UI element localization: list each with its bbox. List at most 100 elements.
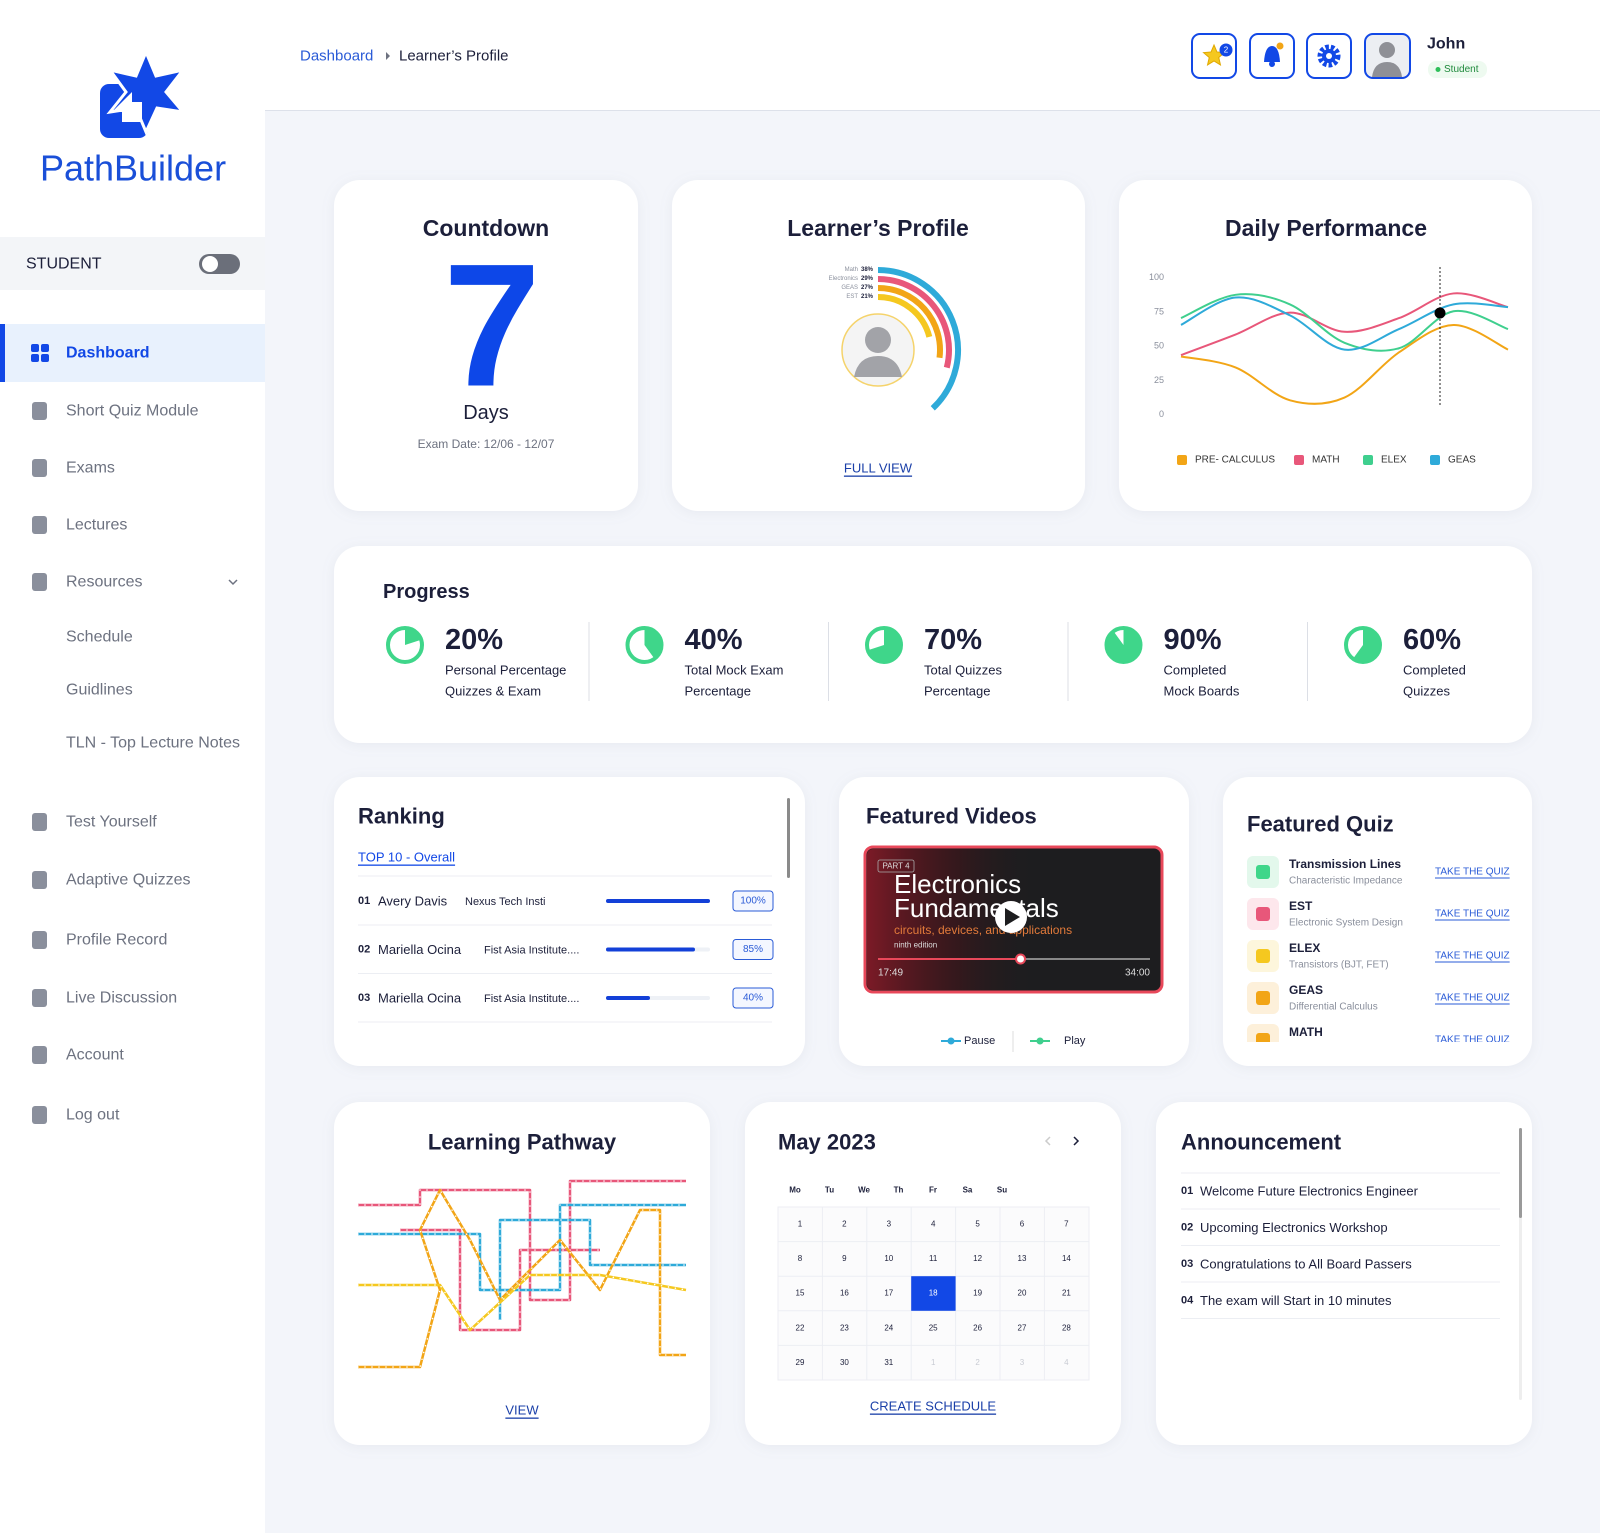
calendar-day[interactable]: 3 (887, 1220, 892, 1229)
y-tick-label: 75 (1154, 306, 1164, 316)
logo-arrow (112, 92, 142, 122)
calendar-day[interactable]: 11 (929, 1254, 938, 1263)
calendar-day[interactable]: 10 (884, 1254, 893, 1263)
card-title: Daily Performance (1225, 215, 1427, 241)
ranking-filter[interactable]: TOP 10 - Overall (358, 850, 455, 865)
menu-item[interactable]: Dashboard (66, 345, 150, 362)
calendar-day[interactable]: 18 (929, 1289, 938, 1298)
video-edition: ninth edition (894, 941, 937, 950)
breadcrumb-link[interactable]: Dashboard (300, 48, 373, 65)
calendar-day[interactable]: 20 (1018, 1289, 1027, 1298)
announcement-text[interactable]: Congratulations to All Board Passers (1200, 1257, 1412, 1272)
calendar-day[interactable]: 27 (1018, 1323, 1027, 1332)
view-link[interactable]: VIEW (505, 1403, 539, 1418)
take-quiz-link[interactable]: TAKE THE QUIZ (1435, 951, 1510, 962)
menu-item[interactable]: Resources (66, 574, 142, 591)
announcement-text[interactable]: The exam will Start in 10 minutes (1200, 1293, 1392, 1308)
expand-chevron[interactable] (228, 579, 238, 586)
calendar-day[interactable]: 21 (1062, 1289, 1071, 1298)
menu-icon (31, 354, 39, 362)
calendar-day[interactable]: 1 (798, 1220, 803, 1229)
y-tick-label: 0 (1159, 409, 1164, 419)
learning-pathway-card (334, 1102, 710, 1445)
user-avatar[interactable] (1364, 33, 1411, 79)
calendar-day[interactable]: 14 (1062, 1254, 1071, 1263)
progress-label: Completed (1403, 663, 1466, 678)
calendar-day[interactable]: 26 (973, 1323, 982, 1332)
submenu-item[interactable]: TLN - Top Lecture Notes (66, 735, 240, 752)
menu-item[interactable]: Account (66, 1047, 124, 1064)
menu-item[interactable]: Profile Record (66, 932, 167, 949)
calendar-day[interactable]: 29 (796, 1358, 805, 1367)
calendar-day[interactable]: 17 (884, 1289, 893, 1298)
progress-label: Mock Boards (1164, 684, 1240, 699)
calendar-day[interactable]: 24 (884, 1323, 893, 1332)
radial-value: 29% (861, 276, 874, 282)
create-schedule-link[interactable]: CREATE SCHEDULE (870, 1399, 997, 1414)
learner-name: Mariella Ocina (378, 942, 462, 957)
next-month-day[interactable]: 1 (931, 1358, 936, 1367)
calendar-day[interactable]: 31 (884, 1358, 893, 1367)
calendar-day[interactable]: 13 (1018, 1254, 1027, 1263)
calendar-day[interactable]: 4 (931, 1220, 936, 1229)
legend-dot (947, 1037, 955, 1045)
take-quiz-link[interactable]: TAKE THE QUIZ (1435, 909, 1510, 920)
calendar-day[interactable]: 19 (973, 1289, 982, 1298)
logo[interactable] (100, 48, 187, 138)
submenu-item[interactable]: Schedule (66, 629, 133, 646)
menu-item[interactable]: Short Quiz Module (66, 403, 199, 420)
take-quiz-link[interactable]: TAKE THE QUIZ (1435, 993, 1510, 1004)
menu-item[interactable]: Live Discussion (66, 990, 177, 1007)
y-tick-label: 100 (1149, 272, 1164, 282)
progress-value: 70% (924, 624, 982, 656)
calendar-day[interactable]: 6 (1020, 1220, 1025, 1229)
take-quiz-link[interactable]: TAKE THE QUIZ (1435, 1035, 1510, 1046)
calendar-day[interactable]: 5 (975, 1220, 980, 1229)
take-quiz-link[interactable]: TAKE THE QUIZ (1435, 867, 1510, 878)
menu-item[interactable]: Adaptive Quizzes (66, 872, 191, 889)
prev-month[interactable] (1044, 1136, 1051, 1146)
next-month-day[interactable]: 2 (975, 1358, 980, 1367)
next-month[interactable] (1073, 1136, 1080, 1146)
legend-label[interactable]: Pause (964, 1035, 995, 1047)
menu-item[interactable]: Test Yourself (66, 814, 157, 831)
menu-item[interactable]: Lectures (66, 517, 127, 534)
announcement-number: 01 (1181, 1185, 1193, 1197)
next-month-day[interactable]: 3 (1020, 1358, 1025, 1367)
hover-point (1434, 307, 1446, 319)
calendar-day[interactable]: 9 (842, 1254, 847, 1263)
submenu-item[interactable]: Guidlines (66, 682, 133, 699)
calendar-day[interactable]: 25 (929, 1323, 938, 1332)
settings-button[interactable] (1306, 33, 1352, 79)
menu-item[interactable]: Exams (66, 460, 115, 477)
calendar-day[interactable]: 15 (796, 1289, 805, 1298)
role-toggle[interactable] (199, 254, 240, 274)
calendar-day[interactable]: 12 (973, 1254, 982, 1263)
calendar-day[interactable]: 28 (1062, 1323, 1071, 1332)
calendar-day[interactable]: 30 (840, 1358, 849, 1367)
announcement-text[interactable]: Upcoming Electronics Workshop (1200, 1220, 1388, 1235)
menu-item[interactable]: Log out (66, 1107, 120, 1124)
calendar-day[interactable]: 7 (1064, 1220, 1069, 1229)
full-view-link[interactable]: FULL VIEW (844, 461, 913, 476)
notifications-button[interactable] (1249, 33, 1295, 79)
radial-value: 27% (861, 285, 874, 291)
legend-label: ELEX (1381, 455, 1407, 466)
quiz-name: EST (1289, 899, 1313, 913)
favorites-button[interactable] (1191, 33, 1237, 79)
active-item-bg (0, 324, 265, 382)
selected-day (911, 1276, 956, 1311)
progress-sector (1106, 628, 1141, 662)
card-title: Featured Quiz (1247, 812, 1394, 837)
calendar-day[interactable]: 23 (840, 1323, 849, 1332)
calendar-day[interactable]: 8 (798, 1254, 803, 1263)
user-role: Student (1444, 64, 1479, 75)
calendar-day[interactable]: 2 (842, 1220, 847, 1229)
announcement-text[interactable]: Welcome Future Electronics Engineer (1200, 1184, 1419, 1199)
legend-label[interactable]: Play (1064, 1035, 1086, 1047)
next-month-day[interactable]: 4 (1064, 1358, 1069, 1367)
quiz-topic: Transistors (BJT, FET) (1289, 960, 1389, 971)
calendar-day[interactable]: 22 (796, 1323, 805, 1332)
calendar-day[interactable]: 16 (840, 1289, 849, 1298)
